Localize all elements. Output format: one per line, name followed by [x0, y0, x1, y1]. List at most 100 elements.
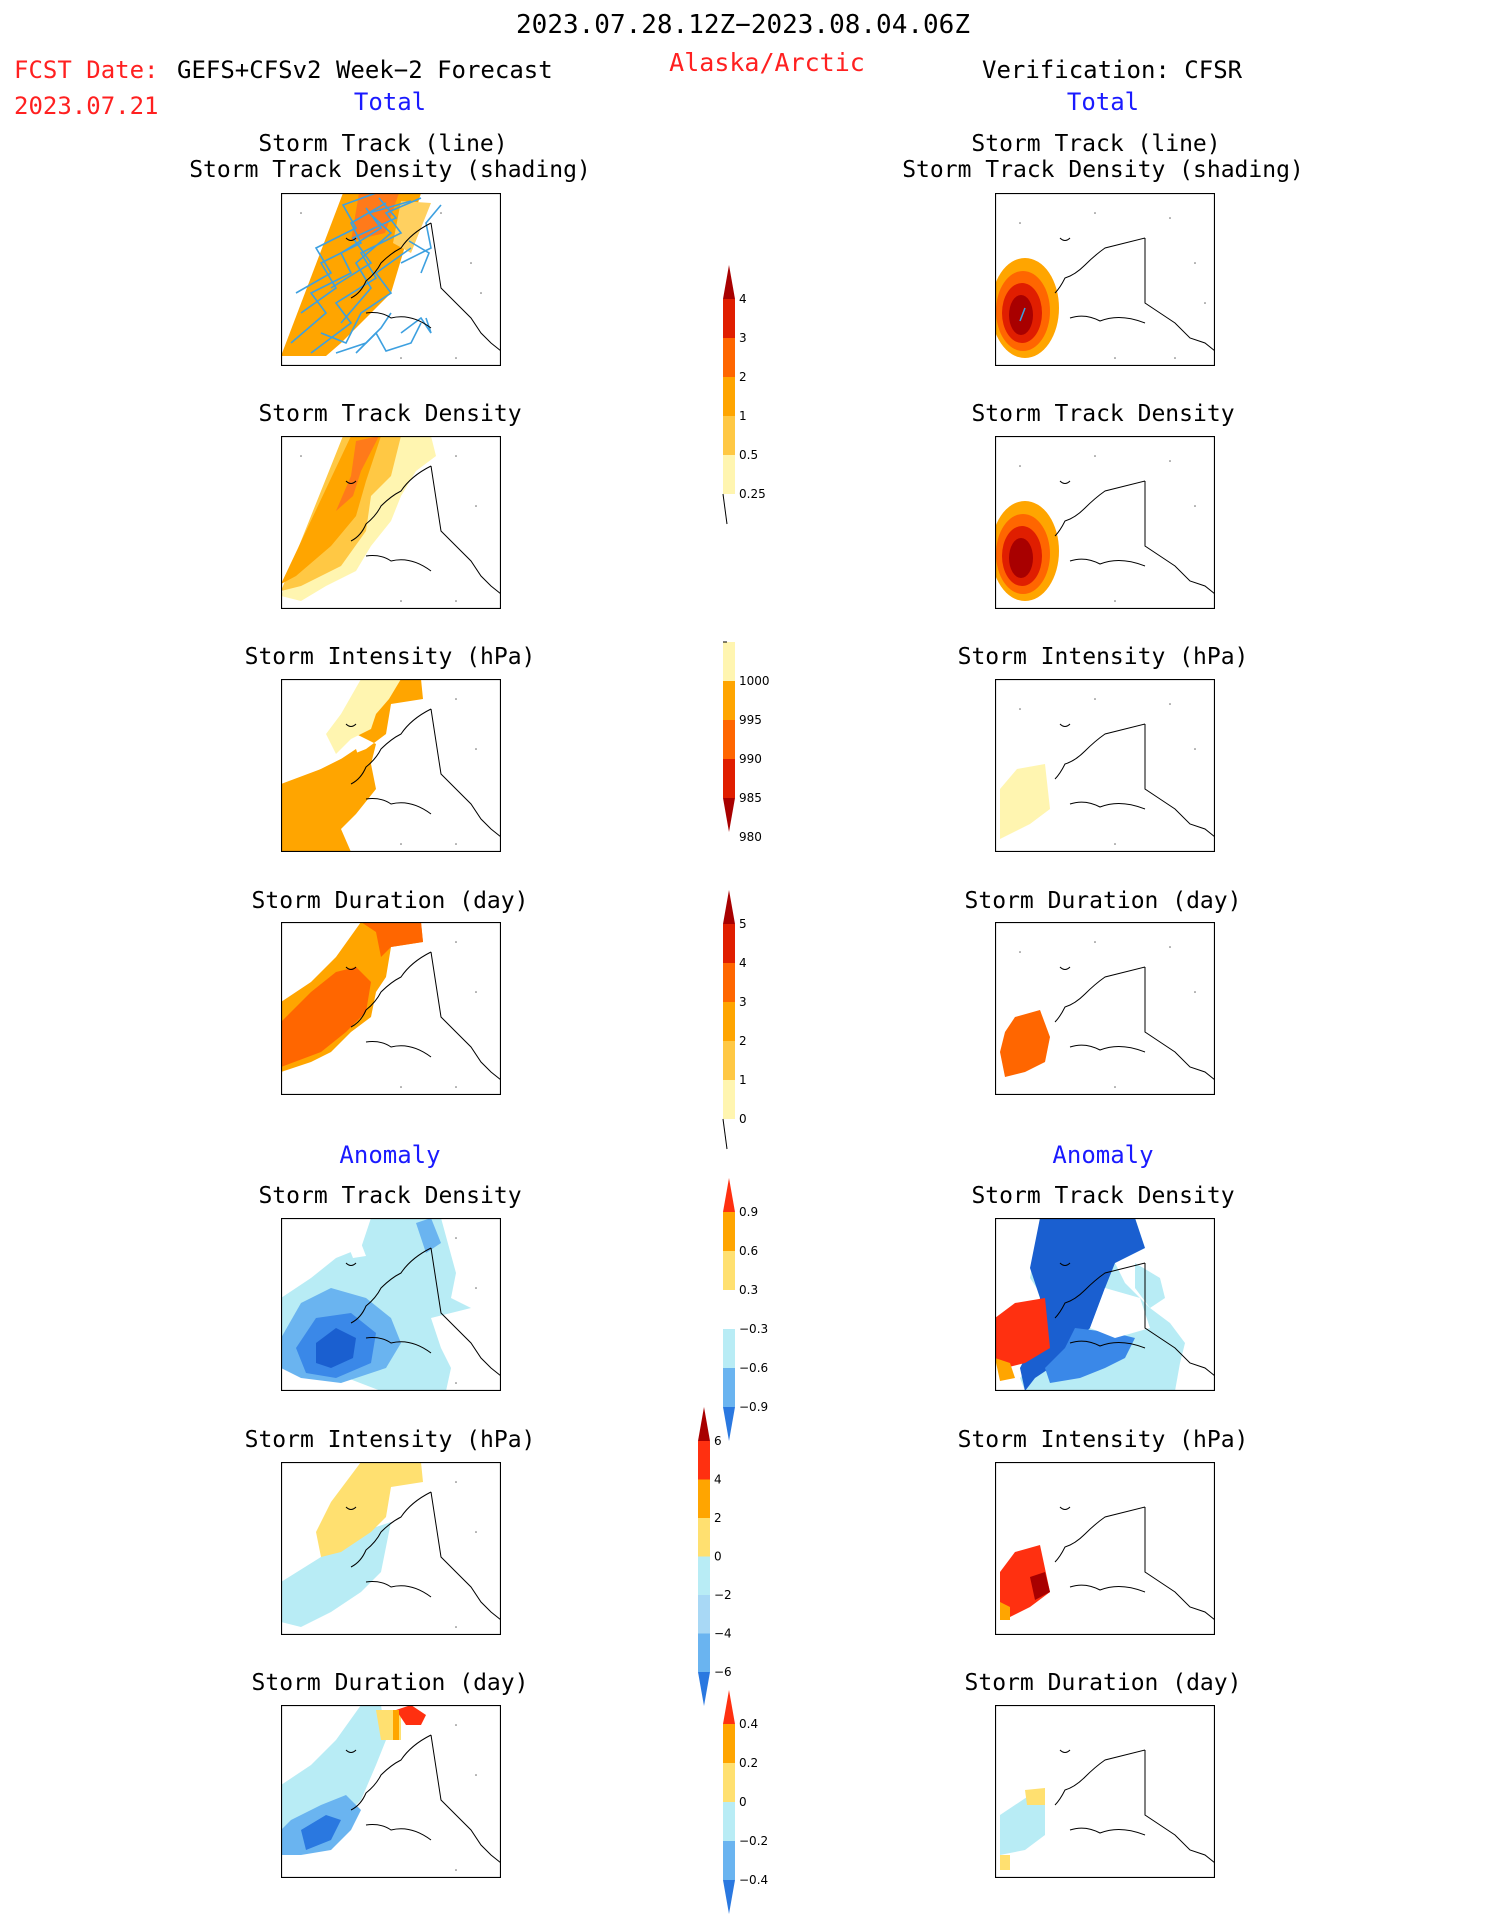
colorbar-segment	[723, 1724, 735, 1763]
title-density-anom-left: Storm Track Density	[258, 1183, 522, 1209]
map-intensity-forecast	[281, 679, 501, 852]
colorbar-segment	[723, 1368, 735, 1407]
colorbar-tick-label: 2	[739, 1034, 747, 1048]
colorbar-tick-label: 0.5	[739, 448, 758, 462]
colorbar-segment	[723, 798, 735, 832]
colorbar-tick-label: 1	[739, 409, 747, 423]
colorbar-intensity-total: 1000 995 990 985 980	[723, 641, 770, 844]
colorbar-tick-label: −0.4	[739, 1873, 768, 1887]
title-duration-right: Storm Duration (day)	[964, 888, 1242, 914]
colorbar-segment	[723, 1041, 735, 1080]
colorbar-segment	[723, 1407, 735, 1441]
colorbar-tick-label: 3	[739, 331, 747, 345]
colorbar-segment	[698, 1407, 710, 1441]
colorbar-tick-label: −0.2	[739, 1834, 768, 1848]
colorbar-tick-label: 995	[739, 713, 762, 727]
region-label: Alaska/Arctic	[669, 48, 865, 77]
map-duration-forecast	[281, 922, 501, 1095]
colorbar-intensity-anomaly: 6 4 2 0 −2 −4 −6	[698, 1407, 732, 1706]
map-duration-anomaly-forecast	[281, 1705, 501, 1878]
title-track-shading-right: Storm Track Density (shading)	[902, 157, 1304, 183]
colorbar-tick-label: 985	[739, 791, 762, 805]
colorbar-tick-label: 4	[739, 292, 747, 306]
colorbar-segment	[723, 1002, 735, 1041]
map-density-verification	[995, 436, 1215, 609]
forecast-period: 2023.07.28.12Z−2023.08.04.06Z	[516, 10, 970, 40]
colorbar-segment	[723, 890, 735, 924]
colorbar-segment	[723, 377, 735, 416]
colorbar-segment	[723, 759, 735, 798]
colorbar-segment	[723, 1251, 735, 1290]
colorbar-duration-anomaly: 0.4 0.2 0 −0.2 −0.4	[723, 1690, 768, 1914]
title-intensity-left: Storm Intensity (hPa)	[244, 644, 536, 670]
colorbar-tick-label: 1000	[739, 674, 770, 688]
colorbar-tick-label: 0.3	[739, 1283, 758, 1297]
colorbar-tick-label: 3	[739, 995, 747, 1009]
map-duration-verification	[995, 922, 1215, 1095]
colorbar-density-anomaly: 0.9 0.6 0.3 −0.3 −0.6 −0.9	[723, 1178, 768, 1441]
map-duration-anomaly-verification	[995, 1705, 1215, 1878]
colorbar-segment	[723, 1212, 735, 1251]
colorbar-segment	[723, 1080, 735, 1119]
colorbar-segment	[723, 924, 735, 963]
colorbar-duration-total: 5 4 3 2 1 0	[722, 890, 747, 1150]
fcst-date-label: FCST Date:	[14, 56, 159, 84]
map-intensity-anomaly-forecast	[281, 1462, 501, 1635]
colorbar-segment	[723, 1690, 735, 1724]
colorbar-segment	[723, 1763, 735, 1802]
colorbar-tick-label: 980	[739, 830, 762, 844]
colorbar-tick-label: −2	[714, 1588, 732, 1602]
colorbar-segment	[723, 642, 735, 681]
colorbar-tick-label: 0.2	[739, 1756, 758, 1770]
fcst-model: GEFS+CFSv2 Week−2 Forecast	[177, 56, 553, 84]
colorbar-segment	[723, 265, 735, 299]
colorbar-tick-label: 4	[739, 956, 747, 970]
map-intensity-verification	[995, 679, 1215, 852]
colorbar-segment	[723, 681, 735, 720]
colorbar-segment	[723, 338, 735, 377]
map-track-density-forecast	[281, 193, 501, 366]
colorbar-segment	[723, 1178, 735, 1212]
colorbar-segment	[723, 1329, 735, 1368]
colorbar-density-total: 4 3 2 1 0.5 0.25	[722, 265, 766, 525]
colorbar-segment	[723, 963, 735, 1002]
title-density-left: Storm Track Density	[258, 401, 522, 427]
colorbar-segment	[698, 1595, 710, 1634]
colorbar-tick-label: 0.25	[739, 487, 766, 501]
title-intensity-anom-left: Storm Intensity (hPa)	[244, 1427, 536, 1453]
colorbar-segment	[698, 1633, 710, 1672]
colorbar-segment	[698, 1441, 710, 1480]
map-density-forecast	[281, 436, 501, 609]
verification-label: Verification: CFSR	[982, 56, 1243, 84]
title-intensity-right: Storm Intensity (hPa)	[957, 644, 1249, 670]
colorbar-tick-label: 0	[739, 1795, 747, 1809]
colorbar-segment	[723, 299, 735, 338]
colorbar-segment	[723, 1880, 735, 1914]
title-intensity-anom-right: Storm Intensity (hPa)	[957, 1427, 1249, 1453]
colorbar-segment	[723, 1290, 735, 1329]
colorbar-tick-label: 1	[739, 1073, 747, 1087]
colorbar-segment	[698, 1672, 710, 1706]
colorbar-tick-label: −0.3	[739, 1322, 768, 1336]
title-density-right: Storm Track Density	[971, 401, 1235, 427]
colorbar-segment	[698, 1479, 710, 1518]
colorbar-segment	[723, 720, 735, 759]
title-duration-left: Storm Duration (day)	[251, 888, 529, 914]
colorbar-tick-label: 0.9	[739, 1205, 758, 1219]
colorbar-tick-label: 0.6	[739, 1244, 758, 1258]
colorbar-tick-label: 2	[739, 370, 747, 384]
section-anomaly-left: Anomaly	[339, 1141, 441, 1169]
colorbar-segment	[698, 1518, 710, 1557]
title-duration-anom-right: Storm Duration (day)	[964, 1670, 1242, 1696]
map-density-anomaly-verification	[995, 1218, 1215, 1391]
colorbar-tick-label: −4	[714, 1627, 732, 1641]
colorbar-tick-label: −0.9	[739, 1400, 768, 1414]
colorbar-tick-label: 5	[739, 917, 747, 931]
colorbar-tick-label: 0	[714, 1550, 722, 1564]
colorbar-segment	[698, 1556, 710, 1595]
colorbar-tick-label: 0.4	[739, 1717, 758, 1731]
colorbar-tick-label: −0.6	[739, 1361, 768, 1375]
fcst-date: 2023.07.21	[14, 92, 159, 120]
title-track-line-right: Storm Track (line)	[971, 131, 1221, 157]
colorbar-tick-label: 6	[714, 1434, 722, 1448]
